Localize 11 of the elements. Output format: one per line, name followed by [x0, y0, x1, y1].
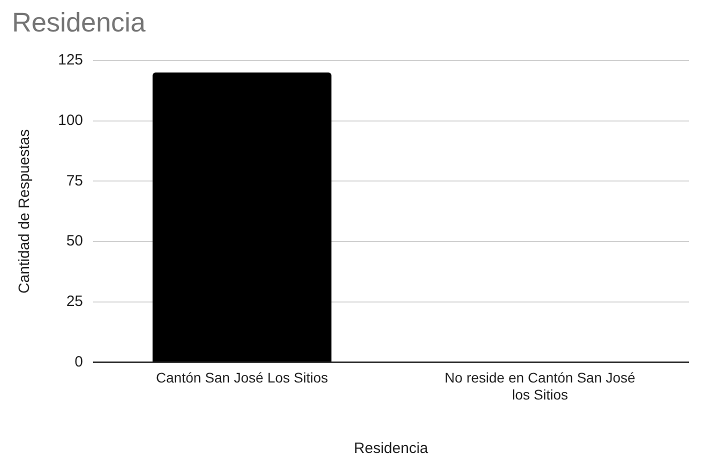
- y-tick-label: 125: [58, 52, 84, 69]
- y-tick-label: 100: [58, 112, 84, 129]
- y-tick-label: 0: [74, 354, 84, 371]
- x-tick-label: No reside en Cantón San José los Sitios: [444, 370, 636, 402]
- x-axis-title: Residencia: [354, 440, 429, 458]
- x-tick-label: Cantón San José Los Sitios: [156, 370, 328, 386]
- y-tick-label: 50: [66, 232, 84, 250]
- y-tick-label: 25: [66, 293, 84, 310]
- chart-title: Residencia: [12, 8, 147, 38]
- y-tick-label: 75: [66, 172, 84, 190]
- y-axis-title: Cantidad de Respuestas: [16, 129, 34, 294]
